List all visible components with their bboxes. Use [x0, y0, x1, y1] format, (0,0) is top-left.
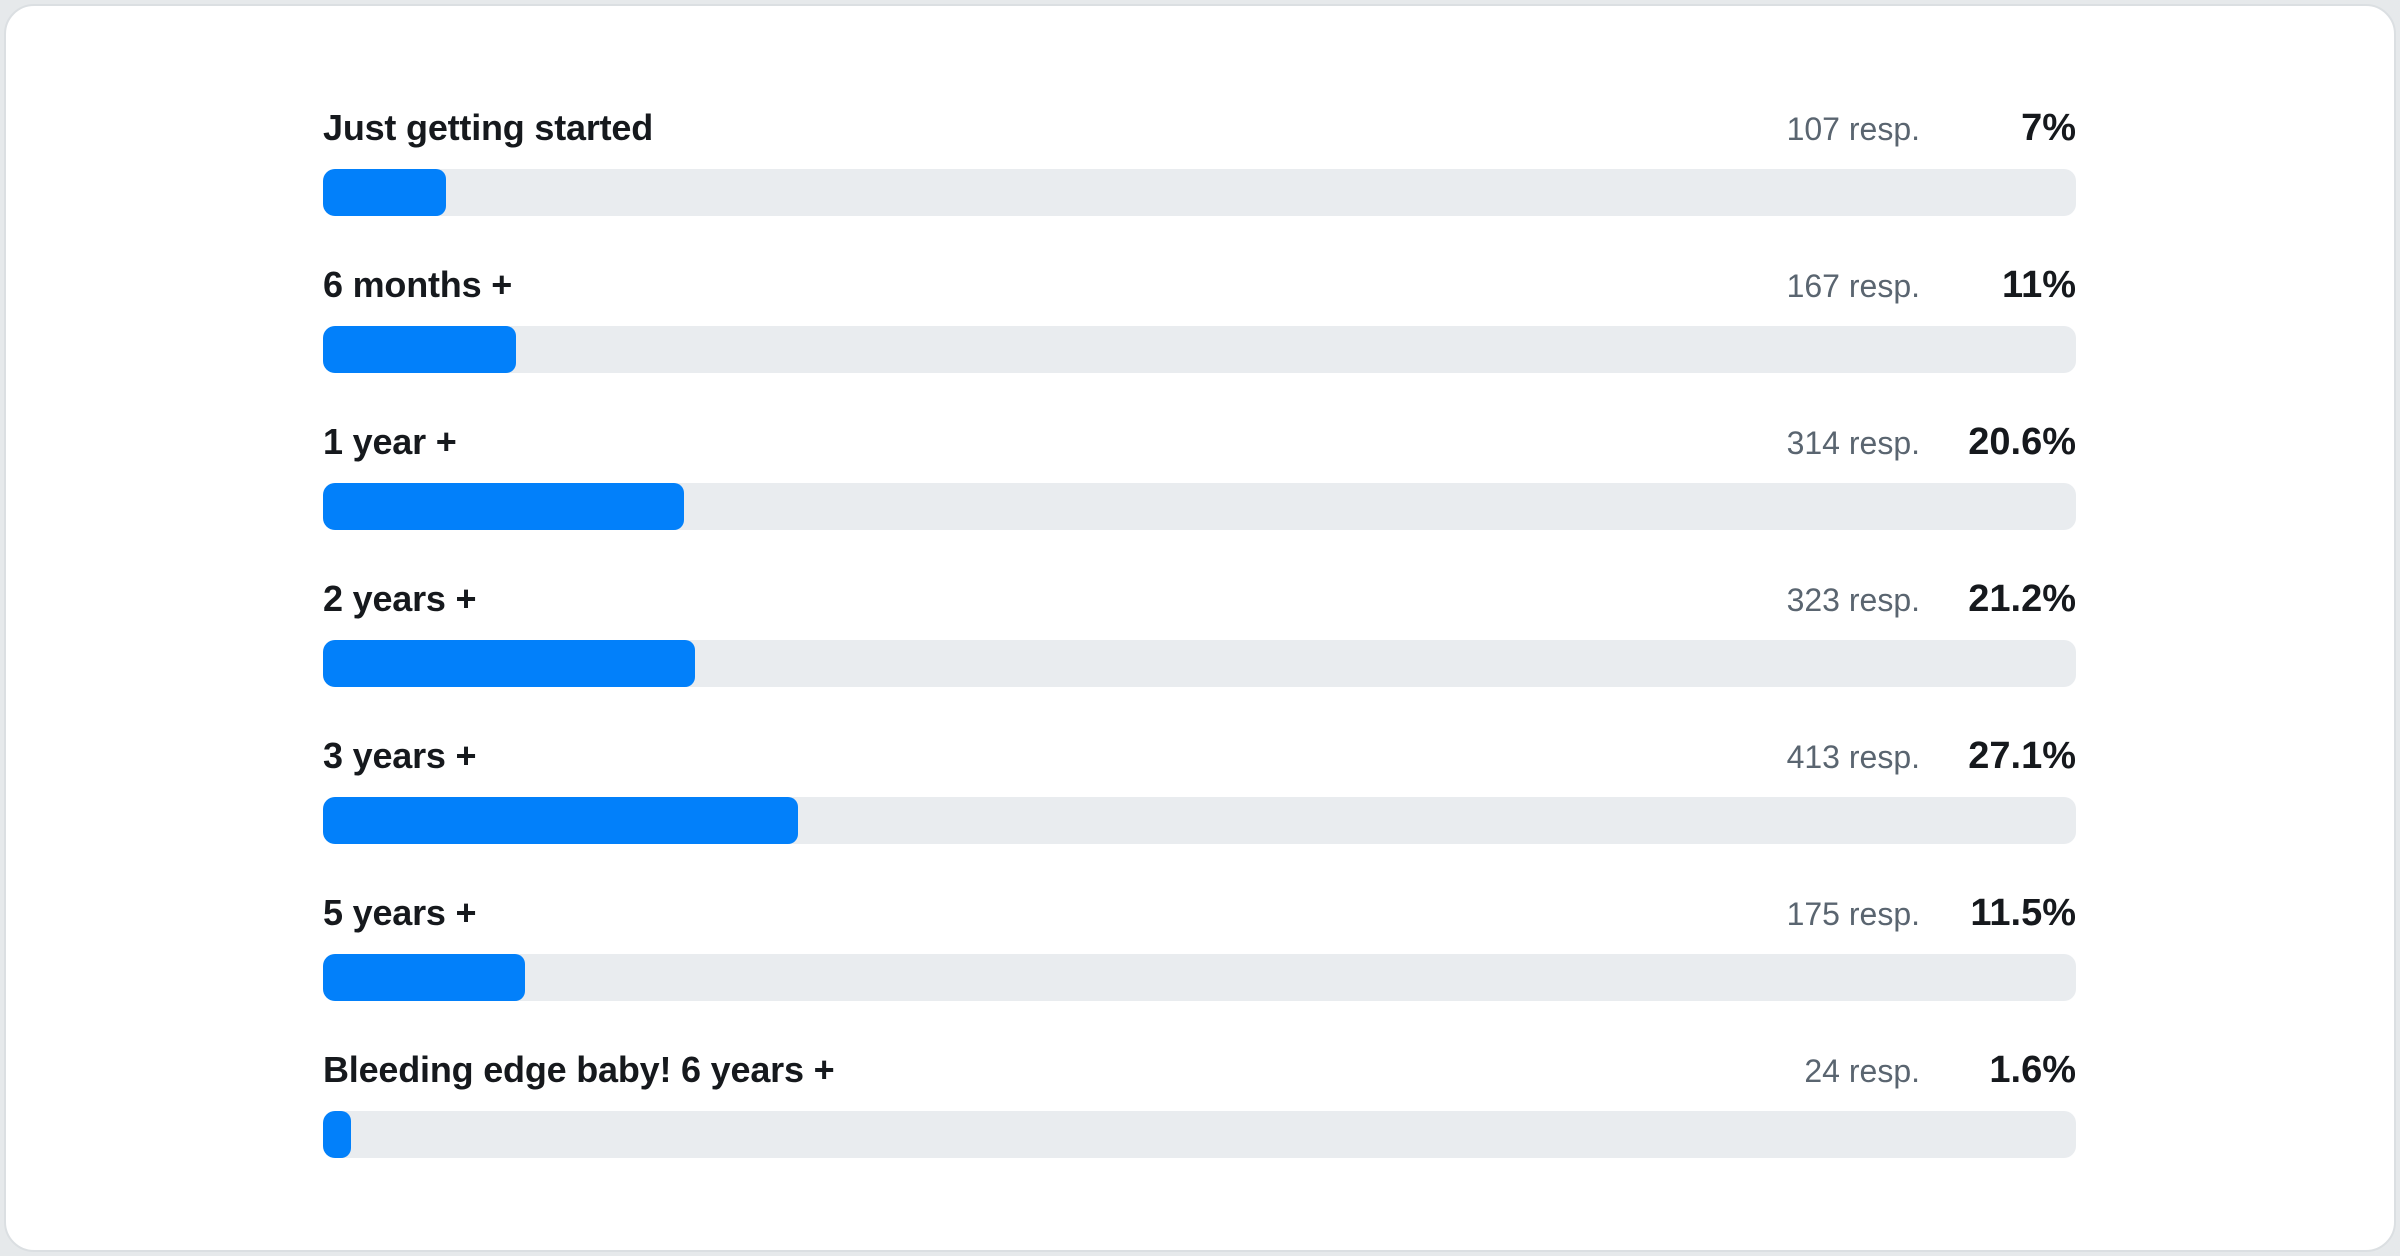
bar-row-header: Bleeding edge baby! 6 years + 24 resp. 1… [323, 1048, 2076, 1092]
bar-row: 6 months + 167 resp. 11% [323, 263, 2076, 373]
bar-track [323, 483, 2076, 530]
percent-value: 1.6% [1989, 1049, 2076, 1091]
bar-label: 3 years + [323, 735, 477, 776]
bar-label: 2 years + [323, 578, 477, 619]
bar-fill [323, 169, 446, 216]
bar-track [323, 1111, 2076, 1158]
bar-row: Bleeding edge baby! 6 years + 24 resp. 1… [323, 1048, 2076, 1158]
bar-row: 2 years + 323 resp. 21.2% [323, 577, 2076, 687]
bar-fill [323, 797, 799, 844]
bar-row-header: 2 years + 323 resp. 21.2% [323, 577, 2076, 621]
response-count: 323 resp. [1786, 582, 1920, 618]
bar-row: 5 years + 175 resp. 11.5% [323, 891, 2076, 1001]
bar-row-header: 1 year + 314 resp. 20.6% [323, 420, 2076, 464]
bar-fill [323, 1111, 352, 1158]
response-count: 107 resp. [1786, 111, 1920, 147]
bar-track [323, 326, 2076, 373]
bar-row: 3 years + 413 resp. 27.1% [323, 734, 2076, 844]
bar-fill [323, 326, 516, 373]
bar-chart: Just getting started 107 resp. 7% 6 mont… [6, 6, 2394, 1158]
bar-row: Just getting started 107 resp. 7% [323, 106, 2076, 216]
bar-track [323, 797, 2076, 844]
percent-value: 11% [2002, 264, 2076, 306]
percent-value: 11.5% [1970, 892, 2076, 934]
percent-value: 27.1% [1968, 735, 2076, 777]
bar-row: 1 year + 314 resp. 20.6% [323, 420, 2076, 530]
survey-results-card: Just getting started 107 resp. 7% 6 mont… [4, 4, 2396, 1252]
bar-label: Just getting started [323, 107, 654, 148]
bar-label: Bleeding edge baby! 6 years + [323, 1049, 835, 1090]
bar-fill [323, 640, 695, 687]
response-count: 314 resp. [1786, 425, 1920, 461]
bar-row-header: Just getting started 107 resp. 7% [323, 106, 2076, 150]
bar-row-header: 3 years + 413 resp. 27.1% [323, 734, 2076, 778]
percent-value: 7% [2021, 107, 2076, 149]
response-count: 24 resp. [1804, 1053, 1920, 1089]
bar-track [323, 954, 2076, 1001]
bar-label: 6 months + [323, 264, 513, 305]
bar-label: 1 year + [323, 421, 457, 462]
response-count: 167 resp. [1786, 268, 1920, 304]
bar-label: 5 years + [323, 892, 477, 933]
percent-value: 20.6% [1968, 421, 2076, 463]
response-count: 413 resp. [1786, 739, 1920, 775]
percent-value: 21.2% [1968, 578, 2076, 620]
bar-track [323, 640, 2076, 687]
bar-track [323, 169, 2076, 216]
bar-fill [323, 954, 525, 1001]
bar-row-header: 6 months + 167 resp. 11% [323, 263, 2076, 307]
bar-fill [323, 483, 685, 530]
bar-row-header: 5 years + 175 resp. 11.5% [323, 891, 2076, 935]
response-count: 175 resp. [1786, 896, 1920, 932]
